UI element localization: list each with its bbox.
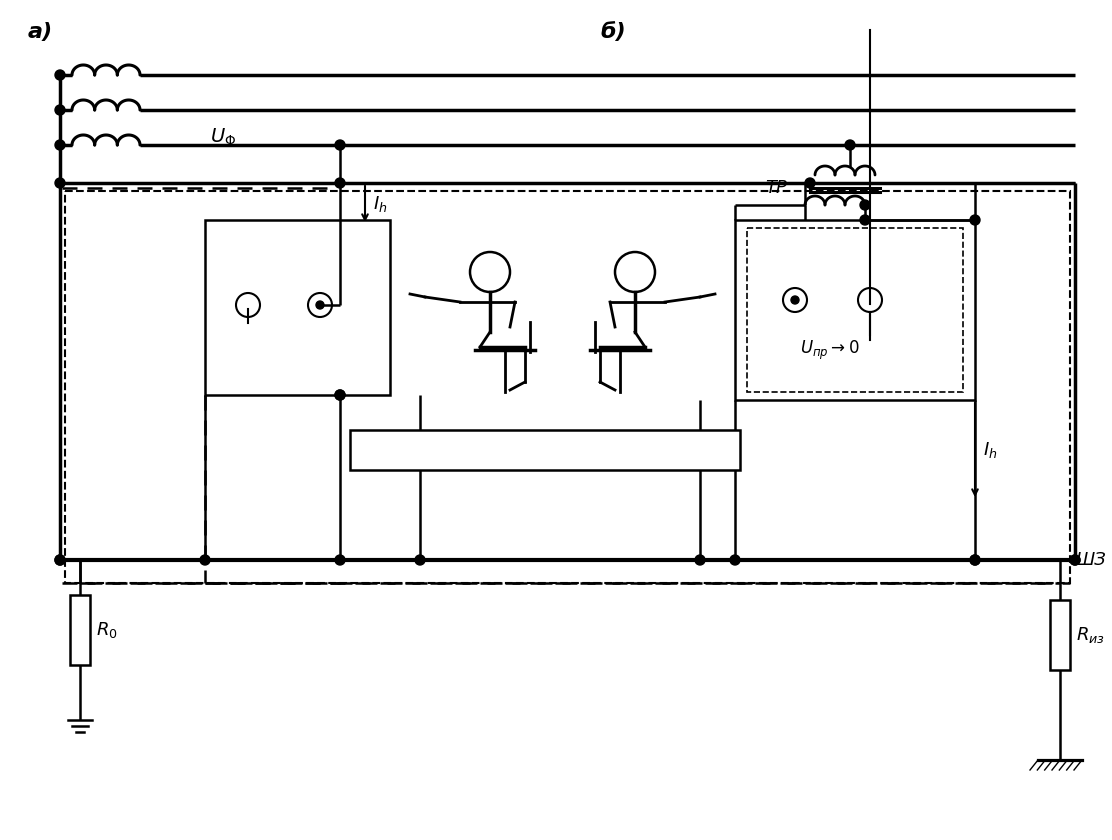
Bar bbox=[350, 430, 739, 470]
Circle shape bbox=[415, 555, 425, 565]
Circle shape bbox=[335, 140, 345, 150]
Circle shape bbox=[200, 555, 210, 565]
Text: $I_h$: $I_h$ bbox=[983, 440, 997, 460]
Bar bbox=[64, 191, 1070, 583]
Bar bbox=[747, 228, 963, 392]
Circle shape bbox=[335, 390, 345, 400]
Circle shape bbox=[335, 390, 345, 400]
Circle shape bbox=[1070, 555, 1080, 565]
Text: ТР: ТР bbox=[765, 179, 787, 197]
Text: а): а) bbox=[28, 22, 53, 42]
Circle shape bbox=[54, 178, 64, 188]
Bar bbox=[70, 595, 90, 665]
Circle shape bbox=[335, 555, 345, 565]
Circle shape bbox=[970, 555, 980, 565]
Text: $U_{пр} \rightarrow 0$: $U_{пр} \rightarrow 0$ bbox=[800, 339, 860, 361]
Text: $R_0$: $R_0$ bbox=[96, 620, 118, 640]
Bar bbox=[735, 220, 975, 400]
Circle shape bbox=[729, 555, 739, 565]
Circle shape bbox=[970, 555, 980, 565]
Text: ШЗ: ШЗ bbox=[1075, 551, 1105, 569]
Circle shape bbox=[1070, 555, 1080, 565]
Circle shape bbox=[54, 105, 64, 115]
Circle shape bbox=[860, 200, 870, 210]
Circle shape bbox=[845, 140, 855, 150]
Text: $I_h$: $I_h$ bbox=[373, 194, 387, 214]
Text: $U_{\Phi}$: $U_{\Phi}$ bbox=[210, 126, 236, 148]
Circle shape bbox=[316, 301, 324, 309]
Circle shape bbox=[335, 178, 345, 188]
Text: б): б) bbox=[600, 22, 626, 42]
Circle shape bbox=[54, 555, 64, 565]
Circle shape bbox=[695, 555, 705, 565]
Text: $R_{из}$: $R_{из}$ bbox=[1076, 625, 1105, 645]
Circle shape bbox=[54, 555, 64, 565]
Circle shape bbox=[54, 140, 64, 150]
Bar bbox=[1050, 600, 1070, 670]
Circle shape bbox=[54, 70, 64, 80]
Circle shape bbox=[791, 296, 800, 304]
Circle shape bbox=[970, 215, 980, 225]
Circle shape bbox=[805, 178, 815, 188]
Bar bbox=[205, 220, 390, 395]
Circle shape bbox=[860, 215, 870, 225]
